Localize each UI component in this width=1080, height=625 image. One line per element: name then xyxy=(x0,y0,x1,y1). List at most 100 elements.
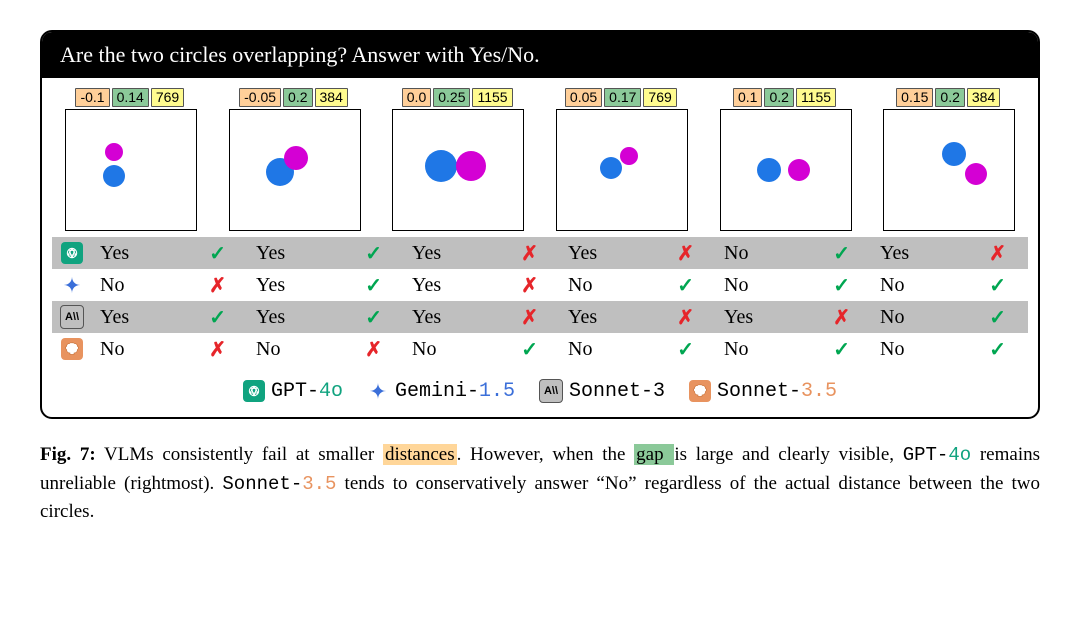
circle xyxy=(620,147,638,165)
answer-cell: Yes ✓ xyxy=(92,241,248,266)
model-icon-cell xyxy=(52,242,92,264)
check-icon: ✓ xyxy=(365,305,382,330)
check-icon: ✓ xyxy=(209,241,226,266)
answer-cell: No✓ xyxy=(872,337,1028,362)
answer-text: No xyxy=(724,274,748,297)
legend-row: GPT-4oGemini-1.5A\\Sonnet-3Sonnet-3.5 xyxy=(42,369,1038,417)
example-panel: 0.050.17769 xyxy=(543,88,701,231)
cross-icon: ✗ xyxy=(521,273,538,298)
legend-item-sonnet35: Sonnet-3.5 xyxy=(689,380,837,403)
circles-box xyxy=(392,109,524,231)
answer-text: No xyxy=(724,338,748,361)
tag-size: 384 xyxy=(315,88,348,107)
answer-cell: No ✓ xyxy=(404,337,560,362)
figure-caption: Fig. 7: VLMs consistently fail at smalle… xyxy=(40,441,1040,526)
answer-text: Yes xyxy=(256,274,285,297)
tag-radius: 0.25 xyxy=(433,88,470,107)
tag-gap: -0.1 xyxy=(75,88,109,107)
circles-box xyxy=(556,109,688,231)
answer-cell: No ✓ xyxy=(716,273,872,298)
circles-box xyxy=(229,109,361,231)
answer-text: No xyxy=(412,338,436,361)
answer-cell: Yes✗ xyxy=(560,305,716,330)
claude-icon xyxy=(689,380,711,402)
answer-cell: No✓ xyxy=(560,337,716,362)
answer-cell: Yes✗ xyxy=(404,241,560,266)
tag-size: 769 xyxy=(151,88,184,107)
model-icon-cell: A\\ xyxy=(52,305,92,329)
answer-text: Yes xyxy=(568,306,597,329)
check-icon: ✓ xyxy=(677,337,694,362)
panel-tags: 0.10.21155 xyxy=(733,88,838,107)
answer-text: Yes xyxy=(412,274,441,297)
caption-text: VLMs consistently fail at smaller xyxy=(96,444,383,465)
check-icon: ✓ xyxy=(677,273,694,298)
example-panel: 0.10.21155 xyxy=(707,88,865,231)
example-panel: 0.00.251155 xyxy=(379,88,537,231)
answer-text: Yes xyxy=(100,242,129,265)
legend-item-gpt4o: GPT-4o xyxy=(243,380,343,403)
gemini-icon xyxy=(367,380,389,402)
answer-text: Yes xyxy=(880,242,909,265)
tag-gap: 0.1 xyxy=(733,88,762,107)
answer-cell: No✗ xyxy=(92,273,248,298)
answer-row-gemini: No✗Yes✓Yes✗No✓No✓No✓ xyxy=(52,269,1028,301)
circle xyxy=(757,158,781,182)
check-icon: ✓ xyxy=(833,273,850,298)
answer-row-sonnet35: No✗No✗No✓No✓No✓No✓ xyxy=(52,333,1028,365)
panel-tags: 0.050.17769 xyxy=(565,88,679,107)
answer-text: Yes xyxy=(100,306,129,329)
answer-text: Yes xyxy=(256,242,285,265)
circle xyxy=(788,159,810,181)
answer-text: Yes xyxy=(412,306,441,329)
check-icon: ✓ xyxy=(521,337,538,362)
panel-tags: 0.150.2384 xyxy=(896,88,1002,107)
tag-radius: 0.14 xyxy=(112,88,149,107)
answer-cell: Yes✗ xyxy=(716,305,872,330)
tag-size: 1155 xyxy=(796,88,836,107)
panel-tags: -0.050.2384 xyxy=(239,88,350,107)
answer-cell: Yes ✓ xyxy=(248,305,404,330)
answer-cell: Yes ✗ xyxy=(404,273,560,298)
answer-cell: No✗ xyxy=(92,337,248,362)
claude-icon xyxy=(61,338,83,360)
legend-label: Sonnet-3.5 xyxy=(717,380,837,403)
answer-cell: Yes✓ xyxy=(248,241,404,266)
tag-radius: 0.2 xyxy=(935,88,964,107)
panels-row: -0.10.14769-0.050.23840.00.2511550.050.1… xyxy=(42,78,1038,231)
legend-label: Gemini-1.5 xyxy=(395,380,515,403)
tag-size: 384 xyxy=(967,88,1000,107)
cross-icon: ✗ xyxy=(521,305,538,330)
tag-gap: 0.0 xyxy=(402,88,431,107)
legend-label: GPT-4o xyxy=(271,380,343,403)
check-icon: ✓ xyxy=(989,337,1006,362)
answer-cell: Yes✗ xyxy=(560,241,716,266)
circle xyxy=(600,157,622,179)
model-icon-cell xyxy=(52,274,92,296)
openai-icon xyxy=(243,380,265,402)
check-icon: ✓ xyxy=(209,305,226,330)
example-panel: -0.10.14769 xyxy=(52,88,210,231)
answer-text: Yes xyxy=(568,242,597,265)
caption-text: . However, when the xyxy=(457,444,635,465)
circle xyxy=(105,143,123,161)
cross-icon: ✗ xyxy=(209,273,226,298)
circles-box xyxy=(720,109,852,231)
tag-size: 769 xyxy=(643,88,676,107)
circle xyxy=(284,146,308,170)
answer-cell: No✗ xyxy=(248,337,404,362)
circle xyxy=(965,163,987,185)
check-icon: ✓ xyxy=(989,305,1006,330)
circles-box xyxy=(65,109,197,231)
answers-grid: Yes✓Yes✓Yes✗Yes✗No✓Yes✗No✗Yes✓Yes✗No✓No✓… xyxy=(42,231,1038,369)
cross-icon: ✗ xyxy=(365,337,382,362)
answer-text: No xyxy=(880,306,904,329)
answer-cell: No✓ xyxy=(560,273,716,298)
answer-text: No xyxy=(724,242,748,265)
check-icon: ✓ xyxy=(833,337,850,362)
answer-text: No xyxy=(880,274,904,297)
answer-text: Yes xyxy=(256,306,285,329)
tag-gap: 0.15 xyxy=(896,88,933,107)
caption-hl-distances: distances xyxy=(383,444,457,465)
tag-gap: -0.05 xyxy=(239,88,281,107)
